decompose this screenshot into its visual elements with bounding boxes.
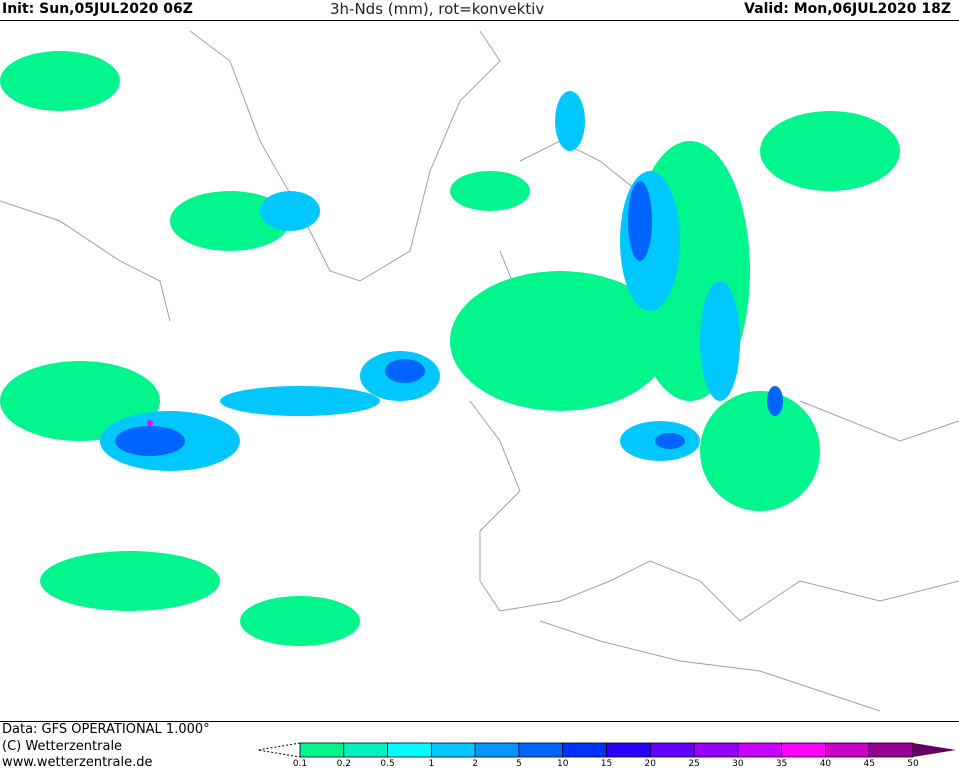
legend-tick-label: 50	[907, 759, 919, 769]
legend-tick-label: 20	[644, 759, 657, 769]
legend-swatch	[606, 742, 651, 758]
precipitation-map	[0, 20, 959, 722]
legend-tick-label: 0.1	[292, 759, 308, 769]
map-canvas	[0, 30, 959, 712]
legend-swatch	[649, 742, 695, 758]
legend-swatch	[693, 742, 739, 758]
legend-swatch	[474, 742, 520, 758]
legend-swatch	[562, 742, 607, 758]
legend-tick-label: 5	[516, 759, 522, 769]
legend-tick-label: 25	[688, 759, 700, 769]
legend-underflow-arrow	[257, 742, 301, 758]
legend-tick-label: 0.5	[380, 759, 395, 769]
map-title: 3h-Nds (mm), rot=konvektiv	[330, 0, 545, 18]
color-legend	[257, 742, 956, 758]
precip-light	[0, 51, 900, 646]
valid-time: Valid: Mon,06JUL2020 18Z	[744, 1, 951, 17]
copyright: (C) Wetterzentrale	[2, 739, 123, 754]
website-url: www.wetterzentrale.de	[2, 755, 153, 770]
legend-tick-label: 2	[472, 759, 479, 769]
legend-tick-label: 1	[428, 759, 435, 769]
legend-swatch	[825, 742, 870, 758]
legend-tick-label: 40	[819, 759, 832, 769]
legend-overflow-arrow	[913, 743, 956, 757]
legend-swatch	[518, 742, 564, 758]
legend-tick-label: 35	[775, 759, 788, 769]
legend-swatch	[430, 742, 476, 758]
legend-tick-label: 30	[732, 759, 744, 769]
legend-tick-label: 10	[556, 759, 569, 769]
legend-tick-label: 15	[600, 759, 613, 769]
precip-extreme	[147, 420, 153, 426]
legend-swatch	[343, 742, 388, 758]
legend-swatch	[299, 742, 345, 758]
legend-swatch	[387, 742, 432, 758]
precip-moderate	[100, 91, 740, 471]
init-time: Init: Sun,05JUL2020 06Z	[2, 1, 193, 17]
precip-heavy	[115, 181, 783, 456]
legend-tick-label: 45	[863, 759, 875, 769]
legend-swatch	[868, 742, 914, 758]
legend-swatch	[737, 742, 783, 758]
data-source: Data: GFS OPERATIONAL 1.000°	[2, 722, 210, 737]
legend-tick-label: 0.2	[336, 759, 351, 769]
legend-swatch	[781, 742, 826, 758]
